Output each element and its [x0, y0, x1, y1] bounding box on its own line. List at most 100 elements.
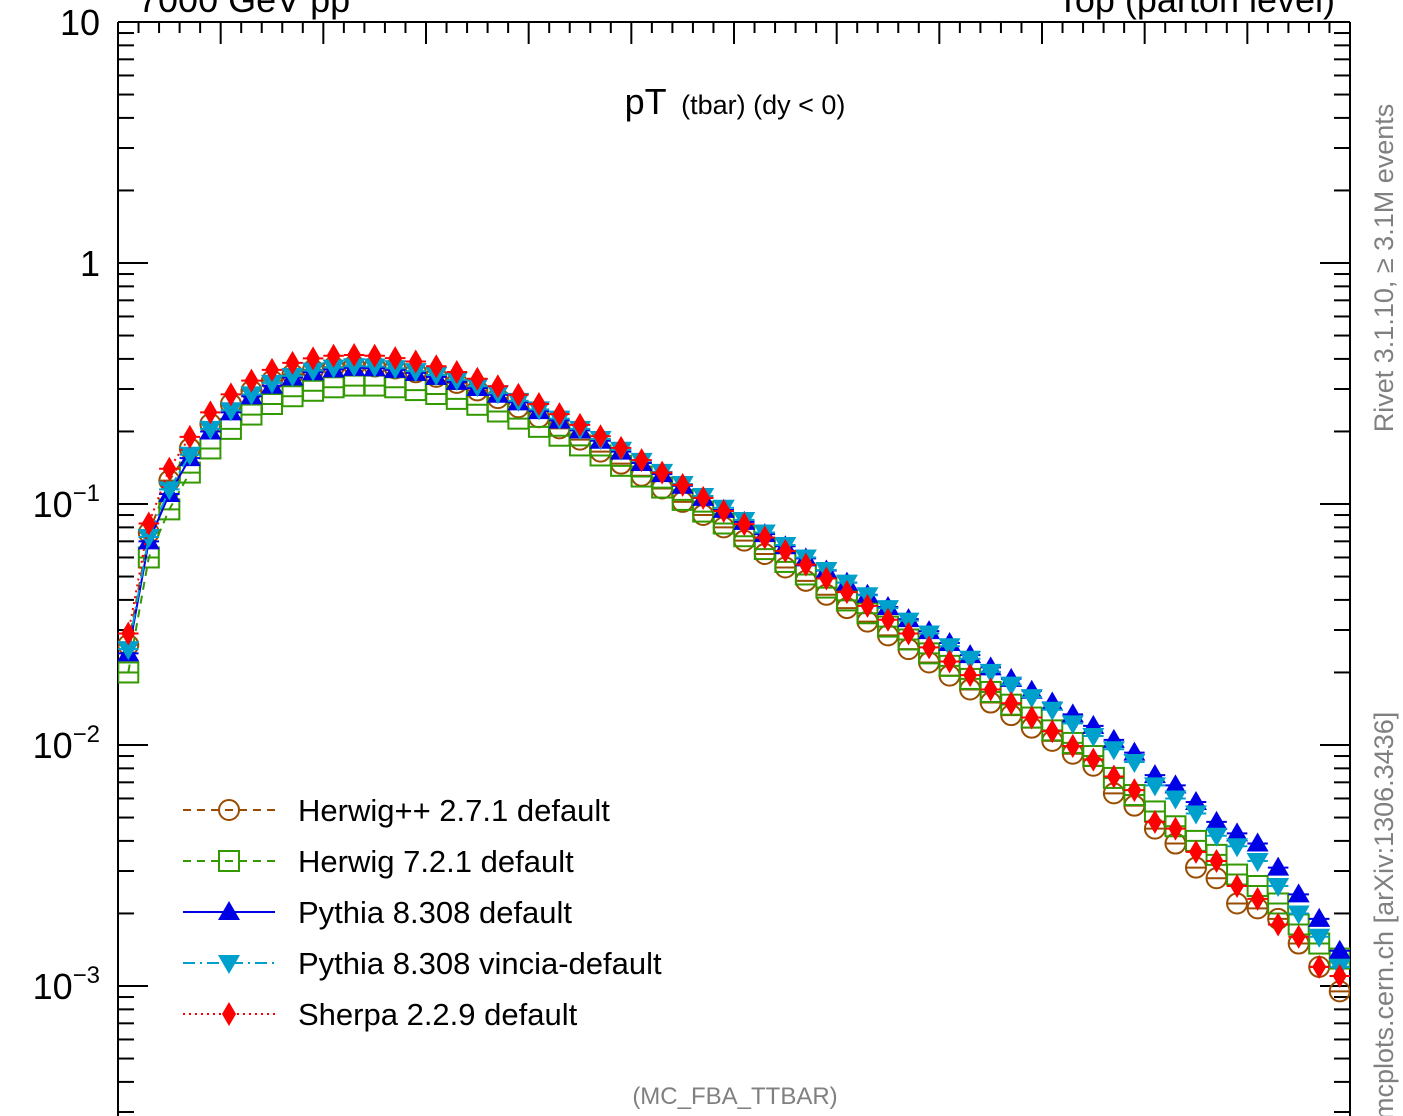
- data-point: [1291, 924, 1306, 949]
- data-point: [1189, 839, 1203, 864]
- data-point: [737, 512, 752, 537]
- data-point: [573, 412, 587, 437]
- data-point: [285, 350, 300, 375]
- plot-title: pT (tbar) (dy < 0): [625, 81, 846, 122]
- data-point: [614, 435, 629, 460]
- series-5: [118, 343, 1350, 989]
- y-tick-label-base: 1: [80, 243, 100, 284]
- legend-label: Sherpa 2.2.9 default: [298, 997, 578, 1032]
- data-point: [240, 386, 263, 406]
- data-point: [1000, 676, 1023, 696]
- legend-marker: [218, 955, 240, 974]
- data-point: [552, 402, 567, 427]
- data-point: [963, 663, 978, 688]
- data-point: [901, 621, 916, 646]
- corner-label-right: Top (parton level): [1057, 0, 1335, 20]
- data-point: [1164, 790, 1187, 810]
- data-point: [219, 402, 242, 422]
- data-point: [118, 661, 140, 684]
- data-point: [1065, 734, 1080, 759]
- data-point: [1209, 849, 1224, 874]
- legend-label: Herwig 7.2.1 default: [298, 844, 574, 879]
- plot-title-main: pT: [625, 81, 667, 122]
- data-series: [118, 343, 1350, 1003]
- data-point: [938, 638, 961, 658]
- data-point: [1226, 838, 1249, 858]
- data-point: [408, 349, 423, 374]
- data-point: [1226, 822, 1249, 842]
- data-point: [223, 382, 238, 407]
- series-line: [127, 454, 191, 650]
- series-line: [127, 472, 191, 673]
- data-point: [716, 499, 731, 524]
- y-tick-label: 1: [80, 243, 100, 284]
- side-label-bottom: mcplots.cern.ch [arXiv:1306.3436]: [1369, 712, 1399, 1116]
- y-tick-label-base: 10: [33, 484, 73, 525]
- analysis-footer: (MC_FBA_TTBAR): [632, 1083, 837, 1110]
- data-point: [490, 374, 505, 399]
- data-point: [178, 446, 201, 466]
- y-tick-label: 10−2: [33, 721, 100, 766]
- data-point: [1045, 719, 1060, 744]
- y-tick-label-exponent: −3: [73, 962, 100, 989]
- legend-label: Pythia 8.308 default: [298, 895, 572, 930]
- legend-item: Sherpa 2.2.9 default: [183, 997, 578, 1032]
- y-tick-label-base: 10: [33, 966, 73, 1007]
- data-point: [860, 593, 875, 618]
- data-point: [1024, 705, 1039, 730]
- data-point: [182, 424, 197, 449]
- legend-item: Herwig 7.2.1 default: [183, 844, 574, 879]
- data-point: [1020, 689, 1043, 709]
- data-point: [798, 552, 813, 577]
- data-point: [118, 641, 140, 661]
- data-point: [322, 359, 345, 379]
- data-point: [1168, 816, 1183, 841]
- corner-label-left: 7000 GeV pp: [138, 0, 350, 20]
- data-point: [1123, 754, 1146, 774]
- data-point: [839, 580, 854, 605]
- data-point: [306, 346, 321, 371]
- data-point: [347, 343, 362, 368]
- data-point: [141, 511, 156, 536]
- data-point: [778, 539, 793, 564]
- side-label-top: Rivet 3.1.10, ≥ 3.1M events: [1369, 104, 1399, 432]
- legend-marker: [222, 1002, 236, 1026]
- data-point: [1061, 715, 1084, 735]
- data-point: [511, 382, 526, 407]
- data-point: [1271, 912, 1286, 937]
- data-point: [881, 607, 895, 632]
- data-point: [326, 343, 341, 368]
- data-point: [634, 448, 649, 473]
- data-point: [1332, 964, 1347, 989]
- y-tick-label-base: 10: [60, 2, 100, 43]
- data-point: [983, 677, 998, 702]
- data-point: [367, 343, 382, 368]
- data-point: [819, 566, 834, 591]
- legend-item: Herwig++ 2.7.1 default: [183, 793, 610, 828]
- data-point: [137, 528, 160, 548]
- data-point: [1205, 810, 1228, 830]
- data-point: [1127, 778, 1142, 803]
- legend-item: Pythia 8.308 vincia-default: [183, 946, 662, 981]
- legend-marker: [218, 850, 240, 872]
- y-tick-label-exponent: −1: [73, 480, 100, 507]
- y-tick-label-exponent: −2: [73, 721, 100, 748]
- data-point: [1246, 853, 1269, 873]
- data-point: [531, 391, 546, 416]
- data-point: [449, 359, 464, 384]
- data-point: [265, 357, 279, 382]
- data-point: [1185, 805, 1207, 825]
- legend-label: Pythia 8.308 vincia-default: [298, 946, 662, 981]
- data-point: [261, 374, 283, 394]
- legend-marker: [218, 799, 240, 821]
- data-point: [302, 362, 325, 382]
- data-point: [470, 366, 485, 391]
- data-point: [593, 424, 608, 449]
- data-point: [203, 400, 218, 425]
- data-point: [655, 460, 670, 485]
- y-tick-label: 10−3: [33, 962, 100, 1007]
- data-point: [1230, 873, 1245, 898]
- data-point: [696, 485, 711, 510]
